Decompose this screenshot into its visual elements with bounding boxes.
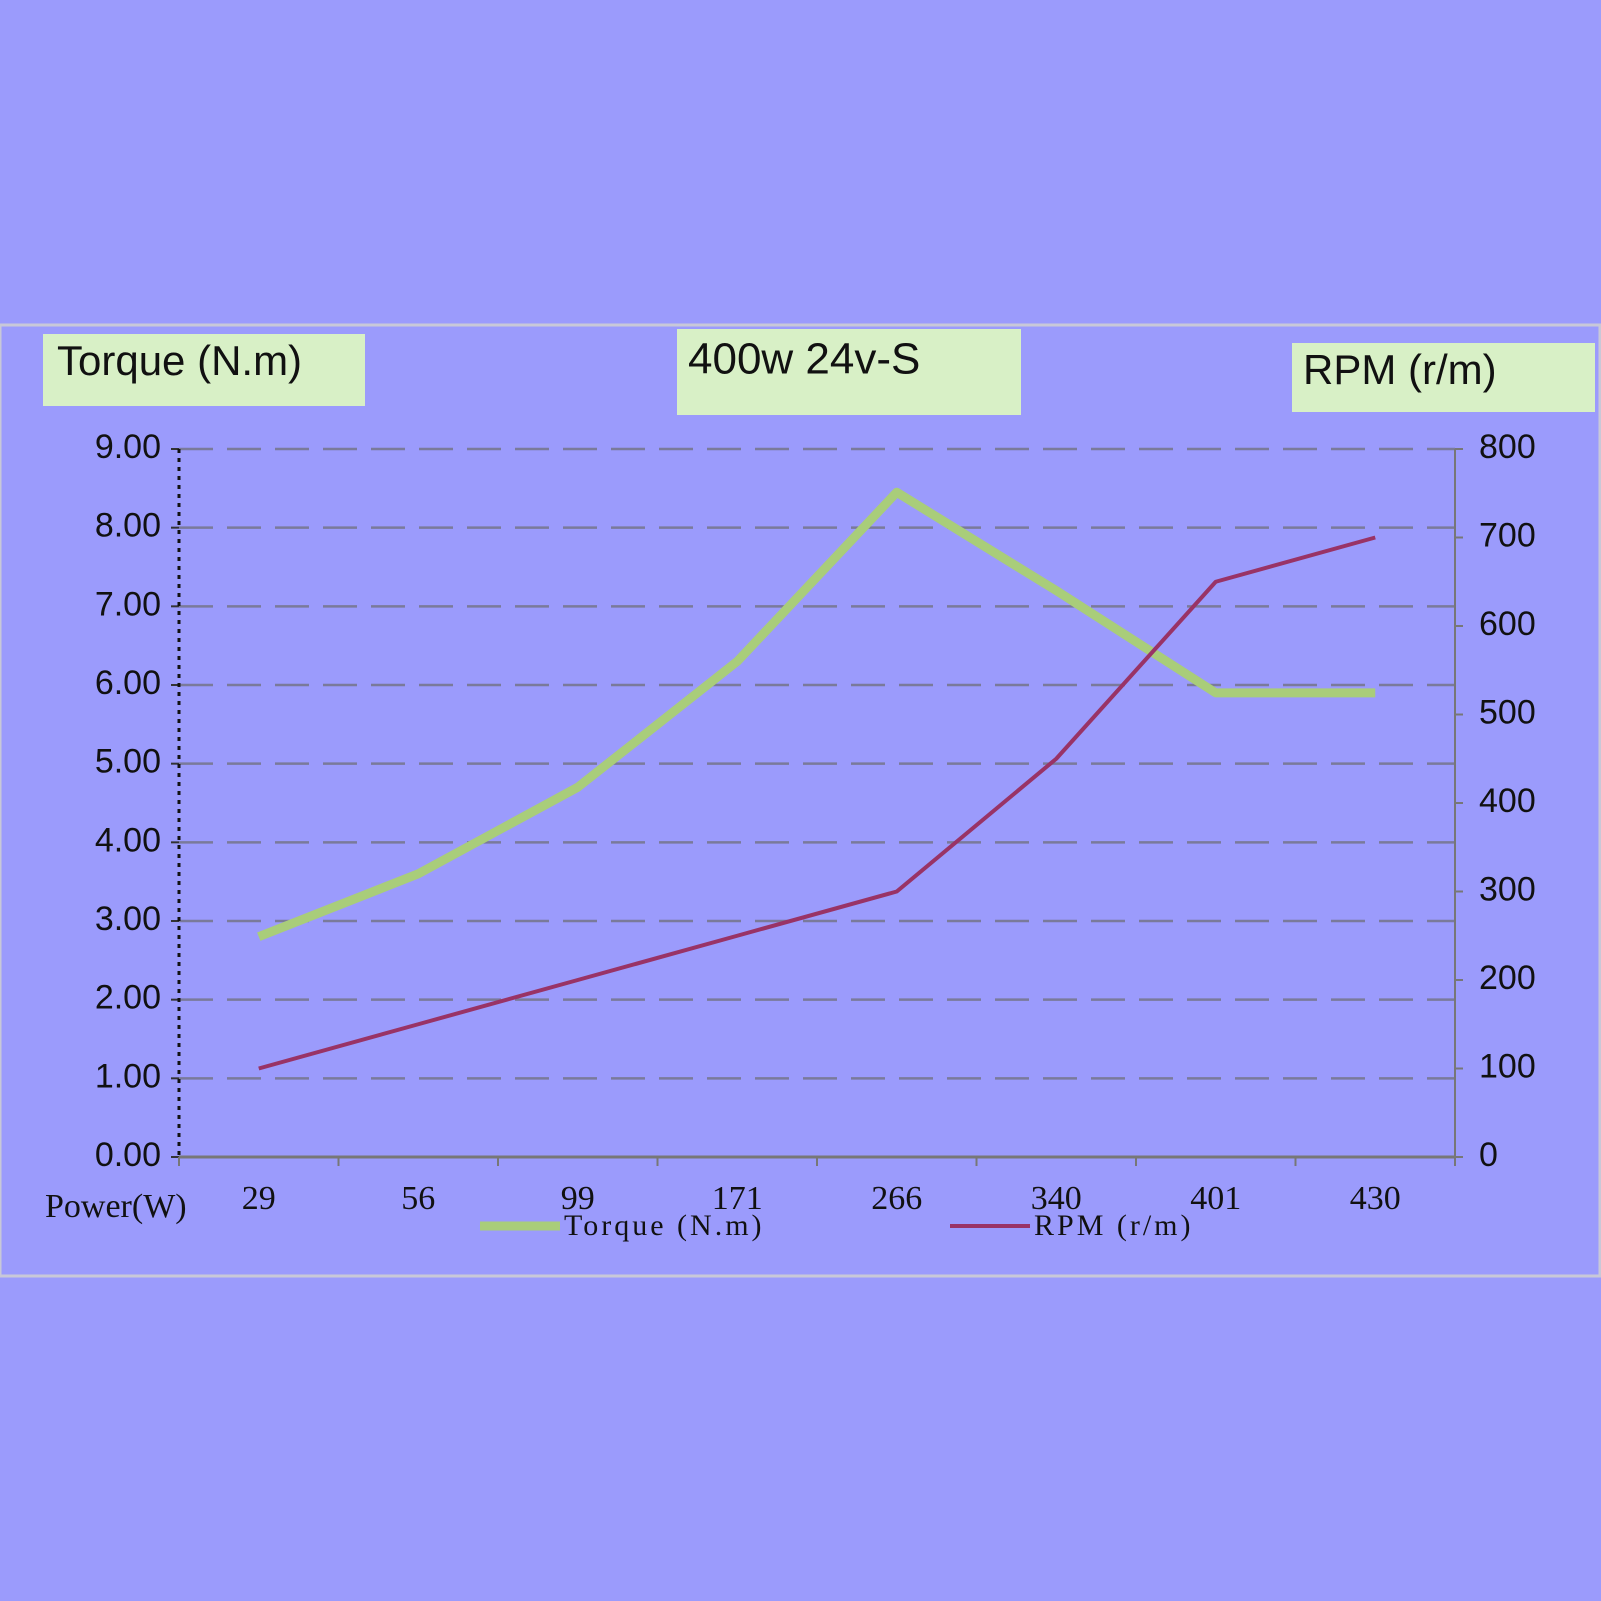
x-tick-label: 266 [871, 1180, 922, 1217]
y2-tick-label: 100 [1479, 1047, 1536, 1085]
y2-tick-label: 500 [1479, 693, 1536, 731]
y-tick-label: 8.00 [95, 507, 161, 545]
title-box [677, 329, 1021, 415]
y-tick-label: 5.00 [95, 743, 161, 781]
chart-title: 400w 24v-S [688, 335, 920, 384]
y2-tick-label: 600 [1479, 605, 1536, 643]
y-tick-label: 0.00 [95, 1136, 161, 1174]
x-tick-label: 430 [1350, 1180, 1401, 1217]
y2-tick-label: 400 [1479, 782, 1536, 820]
data-line [257, 487, 1376, 941]
y2-tick-label: 700 [1479, 516, 1536, 554]
x-axis-label: Power(W) [45, 1188, 187, 1225]
legend-label: Torque (N.m) [564, 1209, 765, 1242]
y2-tick-label: 0 [1479, 1136, 1498, 1174]
x-tick-label: 401 [1190, 1180, 1241, 1217]
y2-tick-label: 200 [1479, 959, 1536, 997]
y-tick-label: 4.00 [95, 821, 161, 859]
x-tick-label: 29 [242, 1180, 276, 1217]
x-tick-label: 99 [561, 1180, 595, 1217]
data-line [258, 535, 1376, 1071]
legend-label: RPM (r/m) [1034, 1209, 1194, 1242]
y2-axis-label: RPM (r/m) [1303, 346, 1497, 393]
y2-tick-label: 300 [1479, 870, 1536, 908]
y-axis-label: Torque (N.m) [57, 337, 302, 384]
y-tick-label: 6.00 [95, 664, 161, 702]
y-tick-label: 3.00 [95, 900, 161, 938]
y2-tick-label: 800 [1479, 428, 1536, 466]
y-tick-label: 1.00 [95, 1057, 161, 1095]
y-tick-label: 9.00 [95, 428, 161, 466]
chart-panel [0, 323, 1601, 1278]
y2-label-box [1292, 343, 1595, 412]
y-tick-label: 7.00 [95, 585, 161, 623]
x-tick-label: 340 [1031, 1180, 1082, 1217]
x-tick-label: 171 [712, 1180, 763, 1217]
x-tick-label: 56 [401, 1180, 435, 1217]
y-tick-label: 2.00 [95, 979, 161, 1017]
y-label-box [43, 334, 365, 406]
